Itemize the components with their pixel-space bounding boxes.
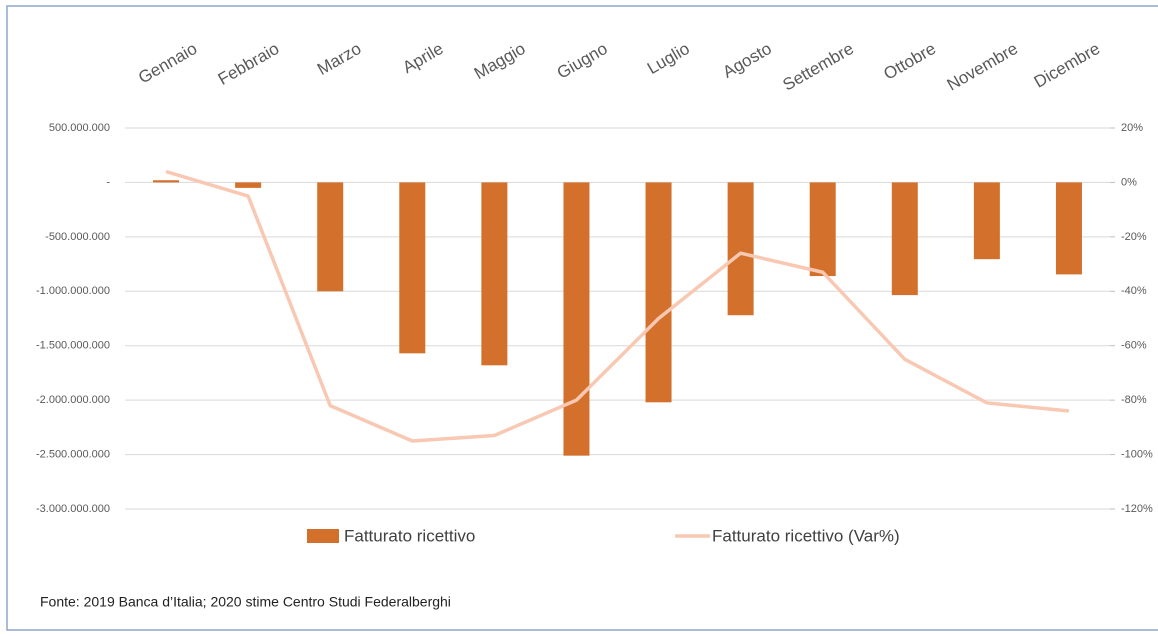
legend-label: Fatturato ricettivo (344, 526, 475, 545)
line (165, 169, 1070, 443)
y2-tick-label: -120% (1121, 503, 1153, 515)
bar (317, 182, 344, 292)
y2-tick-label: -80% (1121, 394, 1147, 406)
y-tick-label: -2.000.000.000 (36, 394, 110, 406)
y2-tick-label: -20% (1121, 231, 1147, 243)
y-tick-label: -1.500.000.000 (36, 340, 110, 352)
x-tick-label: Settembre (780, 39, 857, 95)
y-tick-label: -2.500.000.000 (36, 448, 110, 460)
x-tick-label: Marzo (314, 39, 364, 79)
legend-swatch (307, 529, 339, 543)
bar (399, 182, 426, 354)
y-tick-label: - (106, 176, 110, 188)
bar (1055, 182, 1082, 275)
bar (973, 182, 1000, 260)
x-tick-label: Aprile (399, 39, 446, 77)
y-tick-label: -1.000.000.000 (36, 285, 110, 297)
y2-tick-label: -100% (1121, 448, 1153, 460)
x-tick-label: Febbraio (215, 39, 283, 89)
source-note: Fonte: 2019 Banca d’Italia; 2020 stime C… (40, 594, 451, 610)
x-tick-label: Luglio (644, 39, 693, 78)
y-tick-label: -500.000.000 (45, 231, 110, 243)
y-tick-label: -3.000.000.000 (36, 503, 110, 515)
bar (727, 182, 754, 316)
frame (6, 5, 1158, 631)
x-tick-label: Giugno (554, 39, 611, 83)
bar (891, 182, 918, 296)
x-tick-label: Maggio (471, 39, 529, 83)
bar (235, 182, 262, 188)
y2-tick-label: 20% (1121, 122, 1143, 134)
bar (563, 182, 590, 456)
y2-tick-label: -40% (1121, 285, 1147, 297)
y2-tick-label: 0% (1121, 176, 1137, 188)
x-tick-label: Agosto (720, 39, 775, 82)
x-tick-label: Ottobre (880, 39, 939, 84)
x-tick-label: Dicembre (1031, 39, 1104, 92)
bar (481, 182, 508, 366)
x-tick-label: Gennaio (135, 39, 200, 88)
bar (645, 182, 672, 403)
y2-tick-label: -60% (1121, 340, 1147, 352)
bar (809, 182, 836, 277)
bar (153, 180, 180, 183)
y-tick-label: 500.000.000 (49, 122, 110, 134)
x-tick-label: Novembre (944, 39, 1021, 95)
legend-label: Fatturato ricettivo (Var%) (712, 526, 900, 545)
